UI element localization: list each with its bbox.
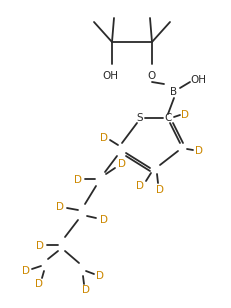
- Text: D: D: [22, 266, 30, 276]
- Text: D: D: [156, 185, 164, 195]
- Text: O: O: [148, 71, 156, 81]
- Text: D: D: [181, 110, 189, 120]
- Text: C: C: [164, 113, 172, 123]
- Text: D: D: [36, 241, 44, 251]
- Text: D: D: [100, 133, 108, 143]
- Text: D: D: [56, 202, 64, 212]
- Text: OH: OH: [102, 71, 118, 81]
- Text: D: D: [96, 271, 104, 281]
- Text: D: D: [118, 159, 126, 169]
- Text: D: D: [35, 279, 43, 289]
- Text: D: D: [195, 146, 203, 156]
- Text: D: D: [82, 285, 90, 295]
- Text: B: B: [170, 87, 178, 97]
- Text: S: S: [137, 113, 143, 123]
- Text: D: D: [100, 215, 108, 225]
- Text: OH: OH: [190, 75, 206, 85]
- Text: D: D: [136, 181, 144, 191]
- Text: D: D: [74, 175, 82, 185]
